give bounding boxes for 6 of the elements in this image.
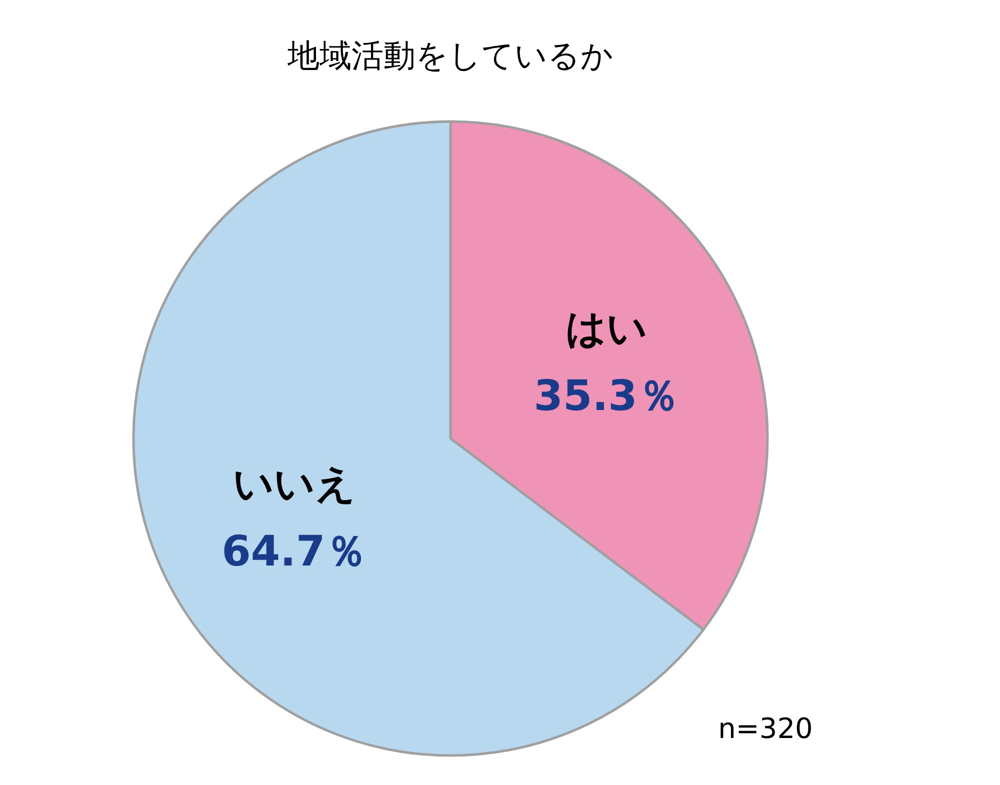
data-label: 35.3％ <box>534 371 680 420</box>
data-label: 64.7％ <box>222 526 368 576</box>
chart-title: 地域活動をしているか <box>286 36 614 74</box>
slice-label: いいえ <box>232 461 356 508</box>
text: n=320 <box>718 712 813 745</box>
slice-label: はい <box>566 306 648 352</box>
